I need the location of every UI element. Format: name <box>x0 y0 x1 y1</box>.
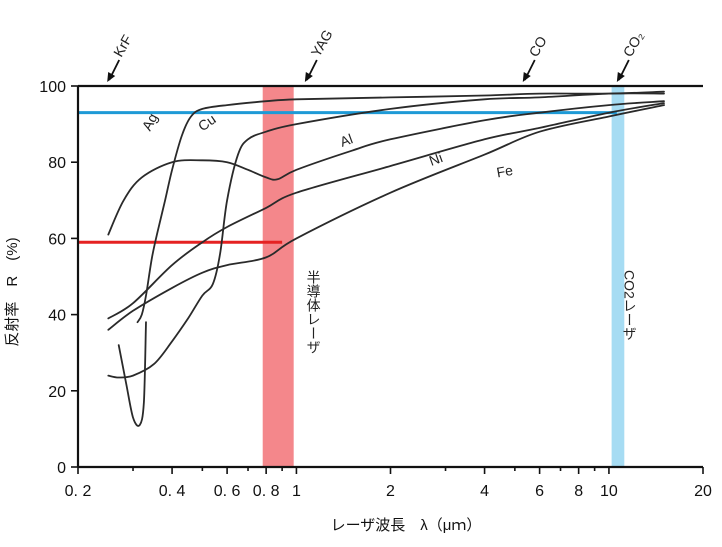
laser-label-1: YAG <box>308 27 336 60</box>
band-1 <box>611 86 625 467</box>
curve-label-ag: Ag <box>139 110 161 133</box>
y-tick-label: 80 <box>48 155 66 172</box>
curve-fe <box>107 104 665 331</box>
curves-layer: Ag Cu Al Ni Fe <box>107 90 665 427</box>
x-tick-label: 0. 6 <box>214 483 241 500</box>
reference-lines-layer <box>78 111 617 244</box>
laser-label-3: CO₂ <box>620 29 647 60</box>
x-tick-label: 6 <box>535 483 544 500</box>
y-tick-label: 20 <box>48 384 66 401</box>
laser-markers-layer: KrF YAG CO CO₂ <box>107 27 647 82</box>
curve-ni <box>107 102 665 320</box>
x-tick-label: 0. 8 <box>253 483 280 500</box>
x-tick-label: 20 <box>694 483 712 500</box>
axes-layer: 0 20 40 60 80 100 0. 2 0. 4 0. 6 0. 8 1 2 4 6 8 10 20 <box>39 79 712 500</box>
bands-layer: 半導体レーザ CO2レーザ <box>262 86 638 467</box>
laser-label-2: CO <box>526 33 550 59</box>
x-tick-label: 0. 2 <box>65 483 92 500</box>
laser-arrowhead-3 <box>616 72 625 82</box>
band-label-1: CO2レーザ <box>622 270 638 341</box>
y-tick-label: 60 <box>48 231 66 248</box>
x-tick-label: 1 <box>292 483 301 500</box>
curve-label-fe: Fe <box>495 162 514 181</box>
curve-label-al: Al <box>338 130 355 149</box>
x-tick-label: 4 <box>480 483 489 500</box>
curve-ag <box>136 90 665 324</box>
x-tick-label: 2 <box>386 483 395 500</box>
y-tick-label: 100 <box>39 79 66 96</box>
labels-layer: レーザ波長 λ（μｍ） 反射率 R (%) <box>4 237 481 534</box>
curve-label-ni: Ni <box>427 149 445 169</box>
x-axis-title: レーザ波長 λ（μｍ） <box>331 517 482 534</box>
curve-ag-dip <box>117 321 147 427</box>
x-tick-label: 10 <box>600 483 618 500</box>
laser-label-0: KrF <box>110 32 135 60</box>
curve-label-cu: Cu <box>195 111 219 134</box>
x-tick-label: 8 <box>574 483 583 500</box>
curve-cu <box>107 92 665 379</box>
x-tick-label: 0. 4 <box>159 483 186 500</box>
laser-arrowhead-2 <box>522 72 531 82</box>
curve-al <box>107 100 665 236</box>
laser-arrowhead-0 <box>107 72 116 82</box>
y-tick-label: 40 <box>48 308 66 325</box>
band-label-0: 半導体レーザ <box>306 270 322 354</box>
laser-arrowhead-1 <box>304 72 313 82</box>
y-axis-title: 反射率 R (%) <box>4 237 21 346</box>
y-tick-label: 0 <box>57 460 66 477</box>
band-0 <box>262 86 294 467</box>
